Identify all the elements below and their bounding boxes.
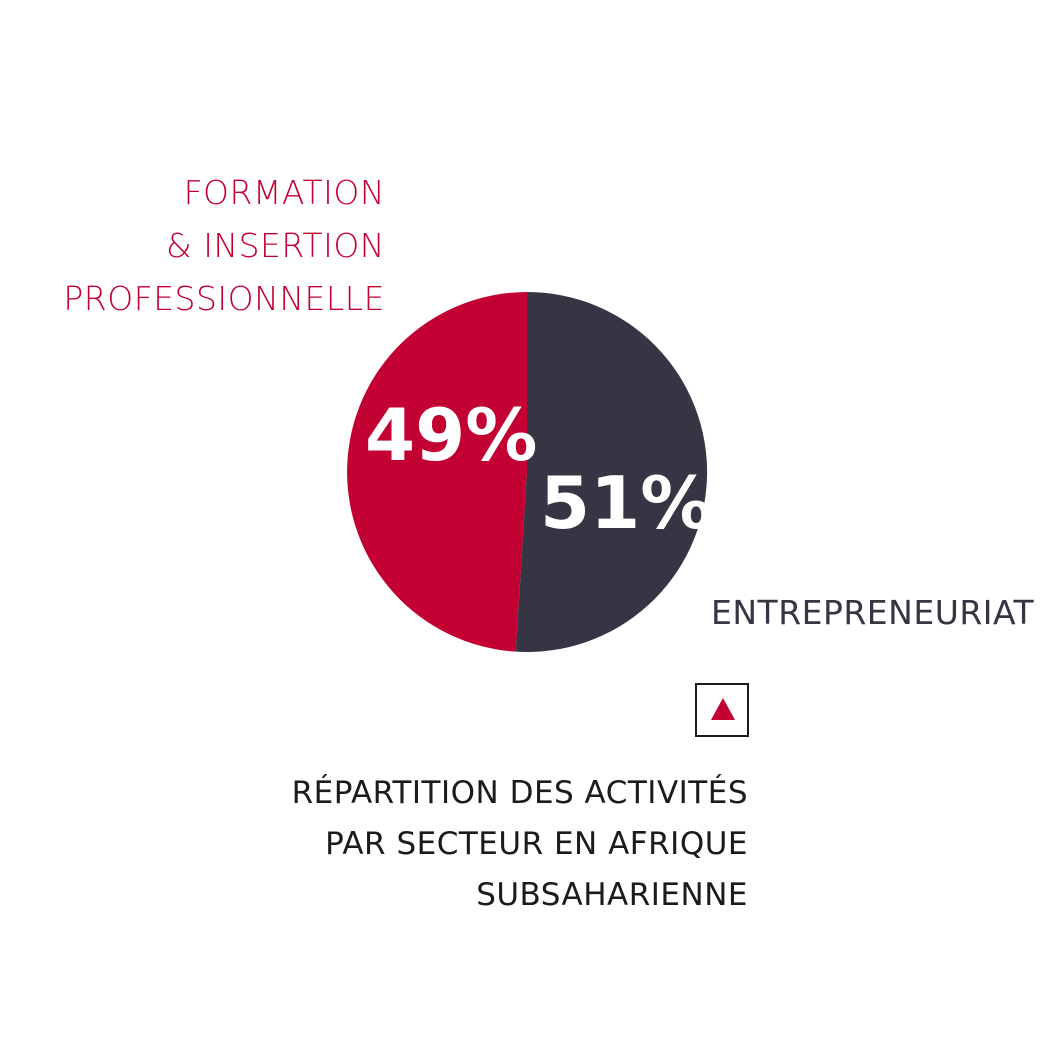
legend-label-formation: FORMATION & INSERTION PROFESSIONNELLE — [63, 166, 385, 325]
legend-label-line: FORMATION — [183, 173, 385, 212]
pie-slice-formation — [347, 292, 527, 652]
legend-label-line: PROFESSIONNELLE — [63, 279, 385, 318]
legend-label-line: ENTREPRENEURIAT — [711, 593, 1035, 632]
triangle-icon-box — [695, 683, 749, 737]
value-label-formation: 49% — [365, 393, 537, 477]
value-label-entrepreneuriat: 51% — [540, 461, 712, 545]
caption-line: SUBSAHARIENNE — [476, 877, 748, 913]
chart-caption: RÉPARTITION DES ACTIVITÉS PAR SECTEUR EN… — [292, 768, 748, 921]
triangle-up-icon — [711, 698, 735, 720]
pie-slice-entrepreneuriat — [515, 292, 708, 652]
caption-line: PAR SECTEUR EN AFRIQUE — [325, 826, 748, 862]
legend-label-entrepreneuriat: ENTREPRENEURIAT — [711, 593, 1034, 632]
legend-label-line: & INSERTION — [165, 226, 385, 265]
caption-line: RÉPARTITION DES ACTIVITÉS — [291, 775, 748, 811]
